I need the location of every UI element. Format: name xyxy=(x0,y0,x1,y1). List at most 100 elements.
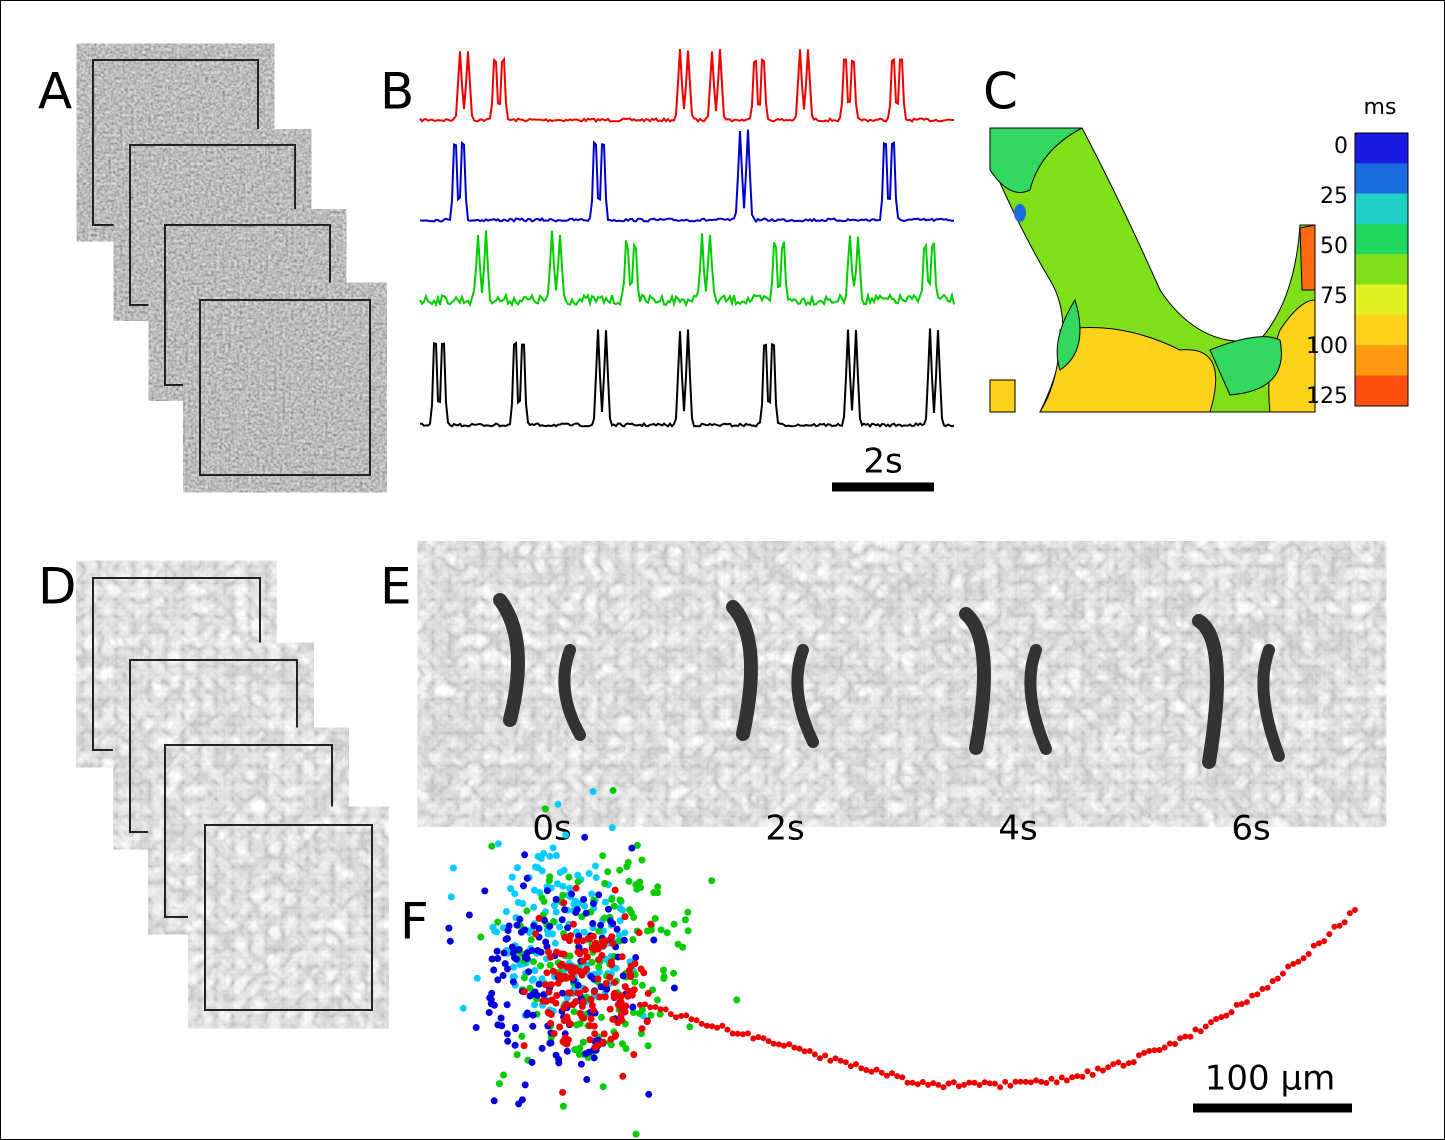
tip-point xyxy=(631,960,639,968)
tip-point xyxy=(817,1055,823,1062)
tip-point xyxy=(590,988,598,996)
tip-point xyxy=(606,973,614,981)
tip-point xyxy=(688,1016,695,1023)
tip-point xyxy=(765,1038,772,1045)
tip-point xyxy=(650,936,658,944)
tip-point xyxy=(591,1030,599,1038)
tip-point xyxy=(610,902,618,910)
tip-point xyxy=(514,899,522,906)
tip-point xyxy=(494,976,502,984)
tip-point xyxy=(899,1074,906,1081)
tip-point xyxy=(535,980,543,988)
tip-point xyxy=(550,918,558,925)
tip-point xyxy=(961,1081,968,1088)
tip-point xyxy=(760,1035,767,1042)
tip-point xyxy=(925,1081,932,1088)
tip-point xyxy=(561,1034,569,1042)
tip-point xyxy=(644,1042,652,1050)
tip-point xyxy=(724,1026,731,1033)
tip-point xyxy=(883,1072,890,1079)
tip-point xyxy=(550,902,558,910)
tip-point xyxy=(523,949,531,957)
length-scale-label: 100 μm xyxy=(1205,1059,1335,1099)
tip-point xyxy=(1336,922,1343,929)
tip-point xyxy=(587,996,595,1003)
tip-point xyxy=(904,1079,911,1086)
colorbar-tick-label: 25 xyxy=(1320,184,1348,209)
colorbar-tick-label: 125 xyxy=(1306,384,1348,409)
tip-point xyxy=(525,968,533,976)
tip-point xyxy=(660,966,667,974)
tip-point xyxy=(568,968,576,976)
tip-point xyxy=(1043,1080,1050,1086)
tip-point xyxy=(602,980,610,987)
tip-point xyxy=(796,1045,803,1052)
tip-point xyxy=(656,1010,664,1018)
tip-point xyxy=(1084,1068,1091,1075)
tip-point xyxy=(868,1068,875,1075)
tip-point xyxy=(598,1013,605,1021)
tip-point xyxy=(488,955,496,963)
tip-point xyxy=(488,989,496,997)
tip-point xyxy=(529,1022,537,1030)
tip-point xyxy=(589,920,597,927)
tip-point xyxy=(1331,923,1338,930)
tip-point xyxy=(616,904,624,912)
tip-point xyxy=(629,1003,637,1011)
colorbar-unit: ms xyxy=(1364,95,1397,120)
tip-point xyxy=(449,864,457,872)
tip-point xyxy=(546,961,554,969)
tip-point xyxy=(493,928,501,936)
frame-time-label: 2s xyxy=(765,809,804,849)
tip-point xyxy=(521,851,529,859)
tip-point xyxy=(755,1034,762,1041)
colorbar-segment xyxy=(1355,284,1408,315)
tip-point xyxy=(1213,1016,1220,1022)
tip-point xyxy=(1290,960,1297,967)
tip-point xyxy=(1079,1073,1086,1080)
tip-point xyxy=(591,1043,599,1051)
tip-point xyxy=(1151,1047,1158,1054)
tip-point xyxy=(609,1015,617,1023)
tip-point xyxy=(541,916,548,924)
tip-point xyxy=(613,925,621,933)
tip-point xyxy=(1269,978,1276,985)
tip-point xyxy=(485,1009,493,1016)
tip-point xyxy=(1326,931,1333,938)
tip-point xyxy=(950,1079,957,1086)
tip-point xyxy=(599,852,607,860)
tip-point xyxy=(585,870,593,877)
tip-point xyxy=(573,937,581,945)
traces xyxy=(419,49,955,428)
tip-point xyxy=(599,1083,607,1091)
tip-point xyxy=(637,1001,643,1008)
tip-point xyxy=(709,1023,715,1030)
tip-point xyxy=(670,969,678,977)
tip-point xyxy=(446,937,454,945)
tip-point xyxy=(481,887,489,895)
tip-point xyxy=(863,1067,870,1073)
tip-point xyxy=(1130,1059,1137,1066)
tip-point xyxy=(594,945,602,953)
tip-point xyxy=(588,1001,596,1009)
tip-point xyxy=(595,956,603,964)
tip-point xyxy=(539,997,547,1005)
tip-point xyxy=(889,1070,896,1077)
tip-point xyxy=(557,962,564,969)
tip-point xyxy=(568,890,575,898)
tip-point xyxy=(511,1025,519,1033)
tip-point xyxy=(621,983,629,991)
tip-point xyxy=(570,920,577,928)
tip-point xyxy=(527,936,535,944)
tip-point xyxy=(981,1079,988,1086)
tip-point xyxy=(562,831,570,839)
image-stack xyxy=(92,59,371,476)
tip-point xyxy=(535,925,543,932)
wave-front xyxy=(959,607,991,755)
tip-point xyxy=(552,999,560,1007)
tip-point xyxy=(630,1051,638,1058)
tip-point xyxy=(1166,1040,1173,1047)
tip-point xyxy=(543,887,551,895)
tip-point xyxy=(1305,951,1312,957)
tip-point xyxy=(592,874,600,881)
